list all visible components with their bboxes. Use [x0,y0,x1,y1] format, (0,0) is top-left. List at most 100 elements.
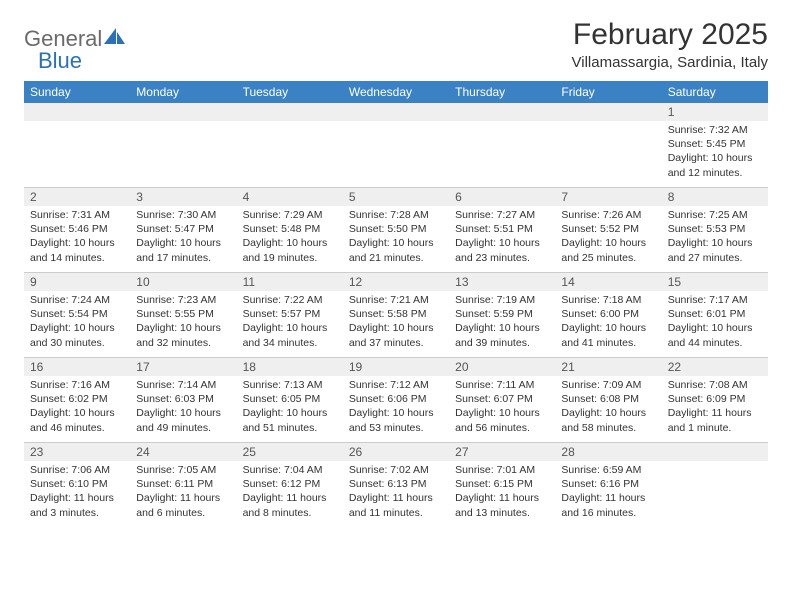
detail-line: Sunrise: 7:25 AM [668,208,762,222]
day-cell: 1Sunrise: 7:32 AMSunset: 5:45 PMDaylight… [662,103,768,187]
day-number: 16 [24,358,130,376]
detail-line: Sunset: 6:12 PM [243,477,337,491]
day-details: Sunrise: 7:30 AMSunset: 5:47 PMDaylight:… [130,206,236,267]
detail-line: Daylight: 10 hours and 32 minutes. [136,321,230,349]
detail-line: Sunrise: 7:13 AM [243,378,337,392]
header: General February 2025 Villamassargia, Sa… [24,18,768,71]
weekday-sunday: Sunday [24,81,130,103]
day-cell: 26Sunrise: 7:02 AMSunset: 6:13 PMDayligh… [343,443,449,527]
detail-line: Sunset: 6:02 PM [30,392,124,406]
day-cell: 12Sunrise: 7:21 AMSunset: 5:58 PMDayligh… [343,273,449,357]
detail-line: Sunset: 5:53 PM [668,222,762,236]
day-number: 8 [662,188,768,206]
day-details: Sunrise: 7:31 AMSunset: 5:46 PMDaylight:… [24,206,130,267]
day-number: 15 [662,273,768,291]
week-row: 2Sunrise: 7:31 AMSunset: 5:46 PMDaylight… [24,188,768,273]
detail-line: Sunset: 6:08 PM [561,392,655,406]
day-cell: 18Sunrise: 7:13 AMSunset: 6:05 PMDayligh… [237,358,343,442]
day-number: 11 [237,273,343,291]
day-details [130,121,236,125]
day-cell [237,103,343,187]
day-details: Sunrise: 6:59 AMSunset: 6:16 PMDaylight:… [555,461,661,522]
day-details [449,121,555,125]
day-number [130,103,236,121]
day-cell: 19Sunrise: 7:12 AMSunset: 6:06 PMDayligh… [343,358,449,442]
weekday-tuesday: Tuesday [237,81,343,103]
day-cell [130,103,236,187]
weekday-header: SundayMondayTuesdayWednesdayThursdayFrid… [24,81,768,103]
day-details: Sunrise: 7:26 AMSunset: 5:52 PMDaylight:… [555,206,661,267]
calendar: SundayMondayTuesdayWednesdayThursdayFrid… [24,81,768,527]
detail-line: Sunset: 5:45 PM [668,137,762,151]
day-cell: 4Sunrise: 7:29 AMSunset: 5:48 PMDaylight… [237,188,343,272]
detail-line: Sunset: 6:09 PM [668,392,762,406]
day-number: 13 [449,273,555,291]
day-details [555,121,661,125]
detail-line: Daylight: 10 hours and 21 minutes. [349,236,443,264]
detail-line: Sunrise: 7:16 AM [30,378,124,392]
day-details: Sunrise: 7:06 AMSunset: 6:10 PMDaylight:… [24,461,130,522]
detail-line: Sunset: 5:57 PM [243,307,337,321]
day-number: 20 [449,358,555,376]
day-number: 6 [449,188,555,206]
detail-line: Sunrise: 7:04 AM [243,463,337,477]
day-details: Sunrise: 7:09 AMSunset: 6:08 PMDaylight:… [555,376,661,437]
day-cell: 11Sunrise: 7:22 AMSunset: 5:57 PMDayligh… [237,273,343,357]
day-number: 27 [449,443,555,461]
detail-line: Daylight: 10 hours and 19 minutes. [243,236,337,264]
weekday-saturday: Saturday [662,81,768,103]
detail-line: Daylight: 10 hours and 41 minutes. [561,321,655,349]
detail-line: Sunset: 5:58 PM [349,307,443,321]
day-cell: 7Sunrise: 7:26 AMSunset: 5:52 PMDaylight… [555,188,661,272]
week-row: 1Sunrise: 7:32 AMSunset: 5:45 PMDaylight… [24,103,768,188]
weekday-wednesday: Wednesday [343,81,449,103]
detail-line: Sunset: 5:46 PM [30,222,124,236]
day-number: 17 [130,358,236,376]
day-cell: 9Sunrise: 7:24 AMSunset: 5:54 PMDaylight… [24,273,130,357]
day-cell [662,443,768,527]
day-cell [449,103,555,187]
day-number: 23 [24,443,130,461]
day-details: Sunrise: 7:14 AMSunset: 6:03 PMDaylight:… [130,376,236,437]
logo-word2: Blue [38,48,82,73]
day-number [662,443,768,461]
day-details: Sunrise: 7:13 AMSunset: 6:05 PMDaylight:… [237,376,343,437]
day-number: 19 [343,358,449,376]
detail-line: Daylight: 10 hours and 56 minutes. [455,406,549,434]
day-cell: 25Sunrise: 7:04 AMSunset: 6:12 PMDayligh… [237,443,343,527]
weekday-friday: Friday [555,81,661,103]
detail-line: Sunrise: 7:27 AM [455,208,549,222]
day-number [449,103,555,121]
day-details: Sunrise: 7:11 AMSunset: 6:07 PMDaylight:… [449,376,555,437]
day-cell: 5Sunrise: 7:28 AMSunset: 5:50 PMDaylight… [343,188,449,272]
day-details: Sunrise: 7:32 AMSunset: 5:45 PMDaylight:… [662,121,768,182]
detail-line: Sunrise: 7:23 AM [136,293,230,307]
detail-line: Sunset: 5:52 PM [561,222,655,236]
detail-line: Sunset: 6:03 PM [136,392,230,406]
day-number: 21 [555,358,661,376]
detail-line: Daylight: 10 hours and 39 minutes. [455,321,549,349]
location: Villamassargia, Sardinia, Italy [572,54,768,71]
day-cell: 6Sunrise: 7:27 AMSunset: 5:51 PMDaylight… [449,188,555,272]
detail-line: Sunrise: 7:19 AM [455,293,549,307]
day-details: Sunrise: 7:01 AMSunset: 6:15 PMDaylight:… [449,461,555,522]
day-details [662,461,768,465]
day-details [24,121,130,125]
day-number: 3 [130,188,236,206]
detail-line: Daylight: 10 hours and 37 minutes. [349,321,443,349]
day-number [24,103,130,121]
day-number: 18 [237,358,343,376]
detail-line: Daylight: 10 hours and 30 minutes. [30,321,124,349]
day-cell: 17Sunrise: 7:14 AMSunset: 6:03 PMDayligh… [130,358,236,442]
day-details: Sunrise: 7:08 AMSunset: 6:09 PMDaylight:… [662,376,768,437]
detail-line: Sunset: 6:07 PM [455,392,549,406]
detail-line: Sunrise: 7:11 AM [455,378,549,392]
detail-line: Daylight: 10 hours and 34 minutes. [243,321,337,349]
day-cell: 10Sunrise: 7:23 AMSunset: 5:55 PMDayligh… [130,273,236,357]
detail-line: Sunset: 5:50 PM [349,222,443,236]
day-number: 26 [343,443,449,461]
week-row: 23Sunrise: 7:06 AMSunset: 6:10 PMDayligh… [24,443,768,527]
detail-line: Sunrise: 6:59 AM [561,463,655,477]
detail-line: Sunrise: 7:08 AM [668,378,762,392]
day-details: Sunrise: 7:21 AMSunset: 5:58 PMDaylight:… [343,291,449,352]
